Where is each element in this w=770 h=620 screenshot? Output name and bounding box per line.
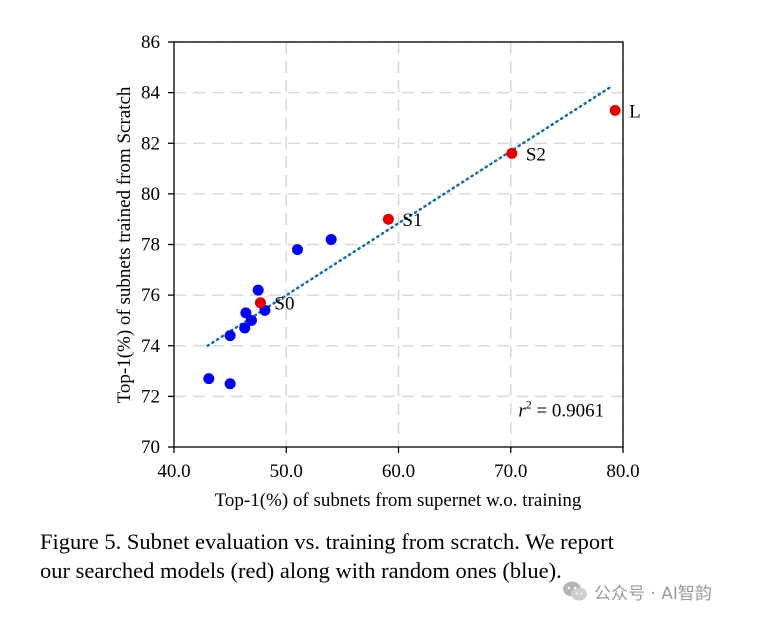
watermark-text: 公众号 · AI智韵 [594, 583, 712, 604]
point-label-s1: S1 [402, 210, 422, 231]
y-tick-label-4: 78 [141, 235, 160, 256]
x-tick-label-4: 80.0 [606, 461, 639, 482]
point-searched-2 [506, 147, 518, 159]
data-points [203, 104, 621, 390]
y-tick-label-7: 84 [141, 83, 161, 104]
watermark: 公众号 · AI智韵 [562, 578, 712, 604]
point-random-1 [224, 378, 236, 390]
point-random-4 [240, 307, 252, 319]
point-label-s2: S2 [526, 144, 546, 165]
y-tick-label-8: 86 [141, 32, 160, 53]
trendline-group [206, 84, 614, 348]
point-random-3 [239, 322, 251, 334]
point-label-l: L [629, 101, 641, 122]
point-searched-0 [254, 297, 266, 309]
scatter-chart: 40.0 50.0 60.0 70.0 80.0 707274767880828486 … [114, 32, 641, 511]
x-tick-label-1: 50.0 [270, 461, 303, 482]
x-tick-label-3: 70.0 [494, 461, 527, 482]
trendline [206, 84, 614, 348]
caption-line-1: Figure 5. Subnet evaluation vs. training… [40, 529, 614, 554]
wechat-icon [563, 581, 587, 601]
point-label-s0: S0 [274, 294, 294, 315]
axes [168, 41, 624, 453]
point-random-8 [291, 244, 303, 256]
point-searched-1 [382, 213, 394, 225]
y-tick-label-1: 72 [141, 386, 160, 407]
r-squared-annotation: r2 = 0.9061 [518, 398, 604, 422]
y-tick-label-5: 80 [141, 184, 160, 205]
point-random-6 [252, 284, 264, 296]
figure-caption: Figure 5. Subnet evaluation vs. training… [40, 527, 740, 585]
x-tick-label-0: 40.0 [157, 461, 190, 482]
x-tick-labels: 40.0 50.0 60.0 70.0 80.0 [157, 461, 639, 482]
point-random-2 [224, 330, 236, 342]
y-tick-label-6: 82 [141, 133, 160, 154]
y-tick-label-3: 76 [141, 285, 160, 306]
x-tick-label-2: 60.0 [382, 461, 415, 482]
point-searched-3 [609, 104, 621, 116]
point-random-5 [245, 314, 257, 326]
r-superscript: 2 [526, 398, 532, 412]
point-random-9 [325, 233, 337, 245]
y-tick-label-2: 74 [141, 336, 161, 357]
x-axis-label: Top-1(%) of subnets from supernet w.o. t… [215, 490, 582, 511]
y-tick-labels: 70 72 74 76 78 80 82 84 86 [141, 32, 161, 458]
r-value: = 0.9061 [532, 401, 604, 422]
point-labels: S0 S1 S2 L [274, 101, 640, 314]
point-random-0 [203, 373, 215, 385]
y-tick-label-0: 70 [141, 437, 160, 458]
caption-line-2: our searched models (red) along with ran… [40, 558, 562, 583]
y-axis-label: Top-1(%) of subnets trained from Scratch [114, 86, 135, 403]
r-symbol: r [518, 401, 526, 422]
